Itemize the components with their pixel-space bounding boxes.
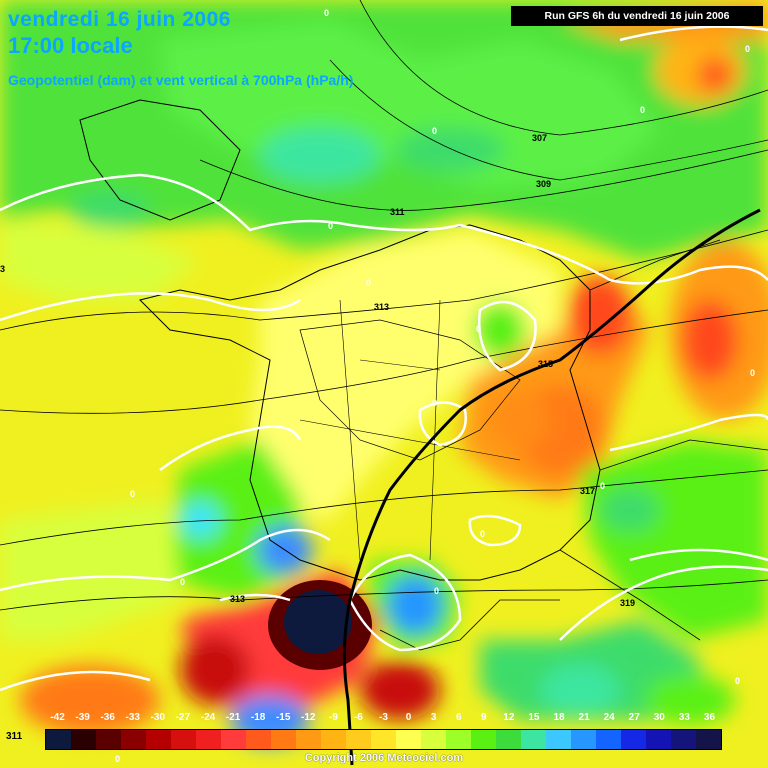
contour-label-edge: 3 — [0, 264, 5, 274]
legend-swatch — [46, 730, 71, 749]
zero-label: 0 — [640, 105, 645, 115]
legend-swatch — [471, 730, 496, 749]
legend-value: -15 — [275, 712, 291, 723]
legend-value: -12 — [301, 712, 316, 723]
legend-swatch — [246, 730, 271, 749]
legend-swatch — [571, 730, 596, 749]
legend-swatch — [171, 730, 196, 749]
legend-swatch — [421, 730, 446, 749]
legend-swatch — [96, 730, 121, 749]
legend-value: 18 — [553, 712, 565, 723]
legend-swatch — [121, 730, 146, 749]
zero-label: 0 — [745, 44, 750, 54]
legend-value: -27 — [175, 712, 191, 723]
legend-value: 9 — [481, 712, 487, 723]
legend-swatch — [71, 730, 96, 749]
legend-swatch — [696, 730, 721, 749]
zero-label: 0 — [750, 368, 755, 378]
legend-value: 12 — [503, 712, 515, 723]
legend-value: -24 — [200, 712, 216, 723]
legend-swatch — [646, 730, 671, 749]
legend-swatch — [371, 730, 396, 749]
zero-label: 0 — [735, 676, 740, 686]
legend-swatch — [221, 730, 246, 749]
legend-value: 6 — [455, 712, 462, 723]
legend-value: 0 — [405, 712, 412, 723]
contour-label-317: 317 — [580, 486, 595, 496]
zero-label: 0 — [115, 754, 120, 764]
legend-value: -39 — [75, 712, 90, 723]
legend-value: -6 — [353, 712, 363, 723]
legend-swatch — [146, 730, 171, 749]
run-info: Run GFS 6h du vendredi 16 juin 2006 — [511, 6, 763, 26]
map-parameter: Geopotentiel (dam) et vent vertical à 70… — [8, 72, 354, 88]
legend-value: 33 — [678, 712, 690, 723]
legend-swatch — [271, 730, 296, 749]
legend-swatch — [321, 730, 346, 749]
legend-corner-value: 311 — [6, 731, 23, 742]
contour-label-311: 311 — [390, 207, 405, 217]
legend-swatch — [296, 730, 321, 749]
zero-label: 0 — [434, 586, 439, 596]
zero-label: 0 — [432, 126, 437, 136]
legend-value: 3 — [430, 712, 437, 723]
contour-label-309: 309 — [536, 179, 551, 189]
contour-label-313: 313 — [374, 302, 389, 312]
zero-label: 0 — [180, 577, 185, 587]
legend-swatch — [446, 730, 471, 749]
legend-value: 15 — [528, 712, 540, 723]
contour-label-315: 315 — [538, 359, 553, 369]
color-legend — [45, 729, 722, 750]
legend-value: 21 — [578, 712, 590, 723]
legend-value: -18 — [250, 712, 266, 723]
legend-swatch — [546, 730, 571, 749]
zero-label: 0 — [480, 529, 485, 539]
legend-value: -42 — [50, 712, 65, 723]
legend-swatch — [196, 730, 221, 749]
legend-labels: -42 -39 -36 -33 -30 -27 -24 -21 -18 -15 -12 -9 -6 -3 0… — [45, 712, 722, 726]
legend-value: -9 — [328, 712, 338, 723]
legend-value: 30 — [653, 712, 665, 723]
map-date: vendredi 16 juin 2006 — [8, 8, 231, 31]
legend-value: 27 — [628, 712, 640, 723]
legend-swatch — [521, 730, 546, 749]
legend-swatch — [671, 730, 696, 749]
legend-swatch — [496, 730, 521, 749]
contour-label-307: 307 — [532, 133, 547, 143]
zero-label: 0 — [328, 221, 333, 231]
legend-value: 36 — [703, 712, 716, 723]
map-time: 17:00 locale — [8, 33, 133, 58]
legend-value: -36 — [100, 712, 115, 723]
legend-value: 24 — [603, 712, 615, 723]
contour-label-319: 319 — [620, 598, 635, 608]
legend-value: -33 — [125, 712, 140, 723]
legend-swatch — [596, 730, 621, 749]
legend-value: -30 — [150, 712, 166, 723]
legend-swatch — [621, 730, 646, 749]
zero-label: 0 — [476, 324, 481, 334]
front-line — [342, 208, 761, 766]
zero-label: 0 — [432, 398, 437, 408]
contour-label-313b: 313 — [230, 594, 245, 604]
legend-value: -3 — [379, 712, 388, 723]
legend-swatch — [396, 730, 421, 749]
zero-label: 0 — [130, 489, 135, 499]
zero-label: 0 — [600, 481, 605, 491]
legend-swatch — [346, 730, 371, 749]
legend-value: -21 — [225, 712, 241, 723]
copyright: Copyright 2006 Meteociel.com — [304, 752, 464, 764]
zero-label: 0 — [324, 8, 329, 18]
zero-label: 0 — [366, 278, 371, 288]
